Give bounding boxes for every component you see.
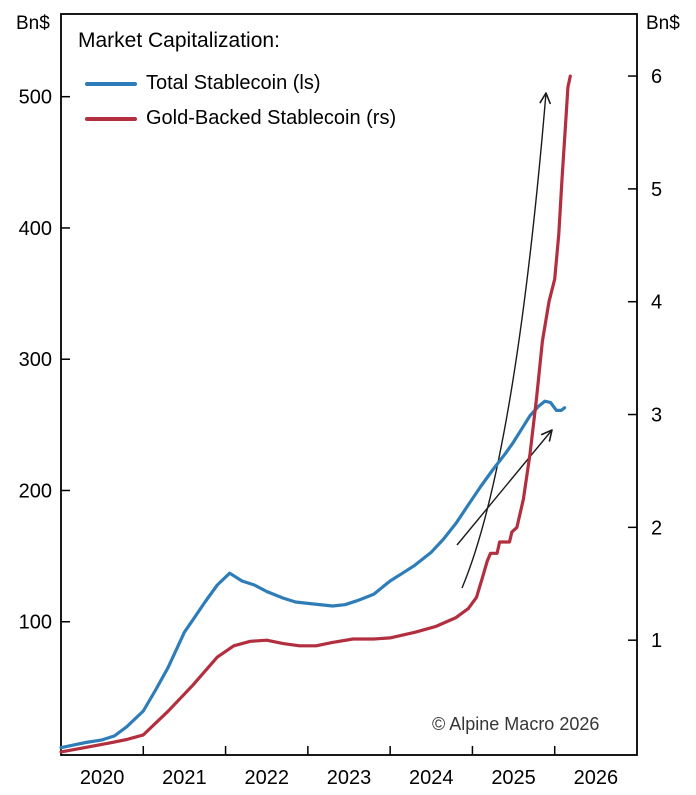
series-line-total-stablecoin-ls — [59, 399, 567, 750]
x-axis-label: 2024 — [409, 767, 454, 789]
legend-label-total-stablecoin: Total Stablecoin (ls) — [146, 72, 321, 94]
right-axis-tick-label: 3 — [651, 405, 662, 427]
series-line-gold-backed-stablecoin-rs — [59, 74, 572, 754]
legend-line-total-stablecoin — [85, 82, 137, 86]
left-axis-tick-label: 100 — [19, 612, 52, 634]
x-axis-label: 2021 — [162, 767, 207, 789]
x-axis-label: 2023 — [327, 767, 372, 789]
right-axis-tick-label: 5 — [651, 179, 662, 201]
right-axis-tick-label: 6 — [651, 66, 662, 88]
x-axis-label: 2022 — [244, 767, 289, 789]
x-axis-label: 2025 — [491, 767, 536, 789]
chart-title: Market Capitalization: — [78, 29, 280, 52]
x-axis-label: 2026 — [574, 767, 619, 789]
left-axis-unit-label: Bn$ — [16, 13, 50, 34]
axis-box — [60, 13, 638, 756]
left-axis-tick-label: 500 — [19, 87, 52, 109]
trend-arrow-steep — [461, 92, 551, 589]
copyright-note: © Alpine Macro 2026 — [432, 714, 600, 734]
right-axis-tick-label: 4 — [651, 292, 662, 314]
right-axis-unit-label: Bn$ — [646, 13, 680, 34]
left-axis-tick-label: 400 — [19, 218, 52, 240]
trend-arrow-shallow — [456, 429, 553, 546]
right-axis-tick-label: 1 — [651, 630, 662, 652]
right-axis-tick-label: 2 — [651, 517, 662, 539]
left-axis-tick-label: 200 — [19, 480, 52, 502]
left-axis-tick-label: 300 — [19, 349, 52, 371]
legend-label-gold-backed-stablecoin: Gold-Backed Stablecoin (rs) — [146, 107, 397, 129]
legend-line-gold-backed-stablecoin — [85, 117, 137, 121]
x-axis-label: 2020 — [80, 767, 125, 789]
